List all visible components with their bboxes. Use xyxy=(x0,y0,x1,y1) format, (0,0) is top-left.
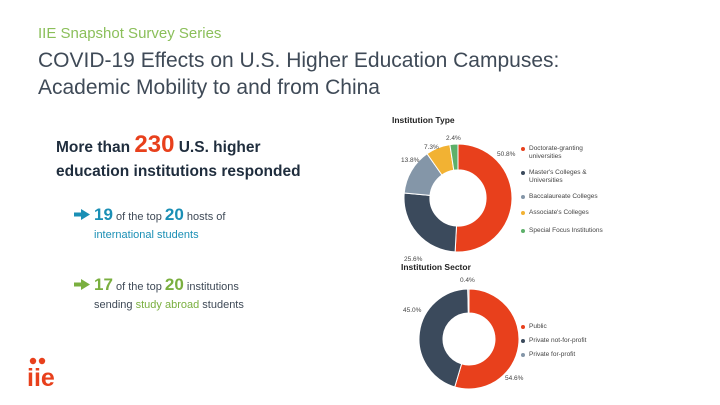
slice-label: 25.6% xyxy=(404,256,423,263)
legend-item: Private not-for-profit xyxy=(521,337,609,345)
stat-hosts-number-2: 20 xyxy=(164,205,184,224)
donut-slice xyxy=(418,288,469,388)
slice-label: 13.8% xyxy=(401,157,420,164)
donut-slice xyxy=(467,288,470,314)
headline-suffix: U.S. higher xyxy=(178,139,261,156)
stat-hosts-number: 19 xyxy=(94,205,113,224)
slice-label: 45.0% xyxy=(403,307,422,314)
stat-study-line-2a: sending xyxy=(94,299,133,311)
legend-item: Master's Colleges & Universities xyxy=(521,169,609,185)
slice-label: 2.4% xyxy=(446,135,461,142)
donut-slice xyxy=(449,143,459,171)
stat-study-number: 17 xyxy=(94,275,113,294)
legend-institution-sector: Public Private not-for-profit Private fo… xyxy=(521,323,609,365)
stat-study-abroad: 17 of the top 20 institutions sending st… xyxy=(74,276,334,314)
donut-chart-institution-type xyxy=(403,143,513,253)
donut-slice xyxy=(454,143,513,253)
legend-item: Special Focus Institutions xyxy=(521,227,609,235)
donut-slice xyxy=(403,192,458,253)
slice-label: 54.6% xyxy=(505,375,524,382)
title-line-2: Academic Mobility to and from China xyxy=(38,76,380,99)
chart-title-institution-sector: Institution Sector xyxy=(401,262,471,272)
stat-study-highlight: study abroad xyxy=(135,299,200,311)
headline-prefix: More than xyxy=(56,139,131,156)
donut-chart-institution-sector xyxy=(418,288,520,390)
legend-item: Doctorate-granting universities xyxy=(521,145,609,161)
logo-text: iie xyxy=(27,364,55,389)
donut-slice xyxy=(454,288,520,390)
stat-hosts-rest: hosts of xyxy=(186,211,226,223)
legend-item: Associate's Colleges xyxy=(521,209,609,217)
legend-item: Baccalaureate Colleges xyxy=(521,193,609,201)
iie-logo: iie xyxy=(27,357,55,389)
slice-label: 0.4% xyxy=(460,277,475,284)
headline: More than 230 U.S. higher education inst… xyxy=(56,133,356,184)
headline-line-2: education institutions responded xyxy=(56,163,301,180)
stat-study-rest: institutions xyxy=(186,281,239,293)
legend-institution-type: Doctorate-granting universities Master's… xyxy=(521,145,609,243)
legend-item: Private for-profit xyxy=(521,351,609,359)
series-label: IIE Snapshot Survey Series xyxy=(38,25,222,42)
stat-hosts-mid: of the top xyxy=(115,211,162,223)
stat-study-number-2: 20 xyxy=(164,275,184,294)
stat-study-line-2b: students xyxy=(202,299,244,311)
arrow-right-icon xyxy=(74,209,90,220)
title-line-1: COVID-19 Effects on U.S. Higher Educatio… xyxy=(38,49,560,72)
chart-title-institution-type: Institution Type xyxy=(392,115,455,125)
stat-hosts: 19 of the top 20 hosts of international … xyxy=(74,206,334,244)
stat-hosts-line-2: international students xyxy=(94,229,199,241)
slice-label: 50.8% xyxy=(497,151,516,158)
page-title: COVID-19 Effects on U.S. Higher Educatio… xyxy=(38,47,598,101)
slice-label: 7.3% xyxy=(424,144,439,151)
headline-count: 230 xyxy=(134,131,175,158)
stat-study-mid: of the top xyxy=(115,281,162,293)
arrow-right-icon xyxy=(74,279,90,290)
legend-item: Public xyxy=(521,323,609,331)
